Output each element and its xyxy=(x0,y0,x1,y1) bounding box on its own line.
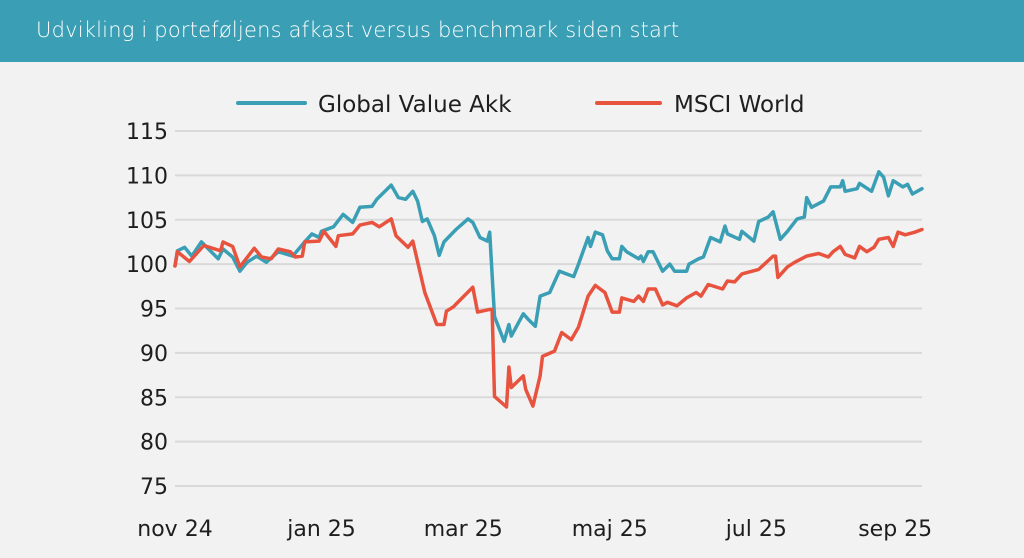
y-tick-label: 90 xyxy=(140,342,168,367)
series-line-global-value-akk xyxy=(173,170,924,344)
x-tick-label: maj 25 xyxy=(572,517,648,542)
series-lines xyxy=(173,170,924,409)
y-tick-label: 110 xyxy=(126,164,168,189)
y-tick-label: 115 xyxy=(126,120,168,145)
gridlines xyxy=(175,130,922,487)
header-bar: Udvikling i porteføljens afkast versus b… xyxy=(0,0,1024,62)
x-tick-label: sep 25 xyxy=(858,517,932,542)
chart-title: Udvikling i porteføljens afkast versus b… xyxy=(36,18,680,42)
x-axis-ticks: nov 24 jan 25 mar 25 maj 25 jul 25 sep 25 xyxy=(137,517,932,542)
y-axis-ticks: 75 80 85 90 95 100 105 110 115 xyxy=(126,120,168,500)
legend: Global Value Akk MSCI World xyxy=(236,92,805,118)
legend-label-global-value-akk: Global Value Akk xyxy=(318,92,512,118)
y-tick-label: 105 xyxy=(126,209,168,234)
x-tick-label: jul 25 xyxy=(725,517,787,542)
x-tick-label: nov 24 xyxy=(137,517,212,542)
legend-label-msci-world: MSCI World xyxy=(674,92,805,118)
y-tick-label: 75 xyxy=(140,475,168,500)
x-tick-label: jan 25 xyxy=(286,517,356,542)
y-tick-label: 95 xyxy=(140,298,168,323)
y-tick-label: 80 xyxy=(140,431,168,456)
y-tick-label: 100 xyxy=(126,253,168,278)
x-tick-label: mar 25 xyxy=(424,517,503,542)
series-line-msci-world xyxy=(173,217,924,409)
y-tick-label: 85 xyxy=(140,386,168,411)
